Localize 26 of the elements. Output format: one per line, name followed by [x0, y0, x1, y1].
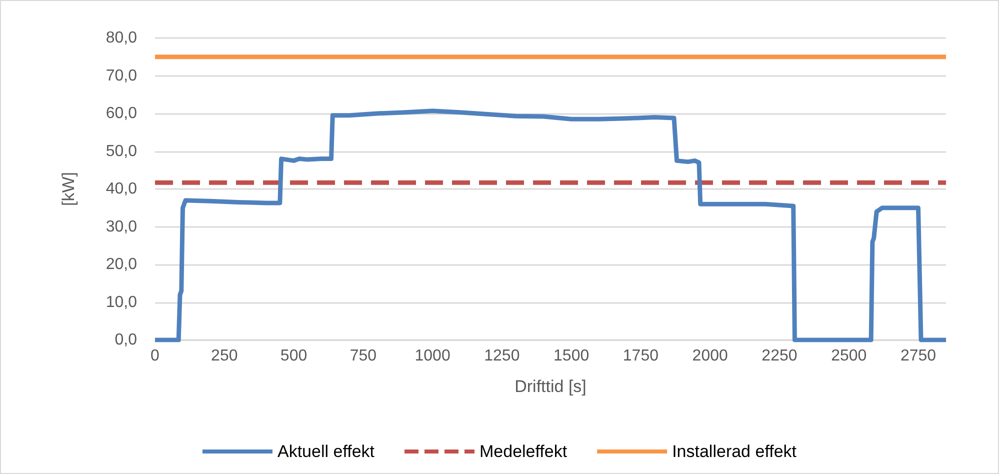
x-axis-title: Drifttid [s]: [514, 377, 586, 396]
x-tick-label: 0: [150, 348, 160, 364]
x-tick-label: 500: [280, 348, 308, 364]
legend-label: Medeleffekt: [480, 442, 568, 461]
x-tick-label: 750: [350, 348, 377, 364]
x-tick-label: 1750: [622, 348, 659, 364]
x-tick-label: 2250: [762, 348, 798, 364]
y-tick-label: 10,0: [106, 294, 138, 311]
y-tick-label: 60,0: [106, 105, 138, 122]
y-axis-title: [kW]: [59, 172, 78, 206]
y-tick-label: 30,0: [106, 218, 138, 236]
legend-label: Aktuell effekt: [277, 442, 375, 461]
y-tick-label: 70,0: [106, 67, 138, 84]
y-tick-label: 50,0: [106, 142, 138, 160]
x-tick-label: 2000: [692, 348, 728, 364]
x-tick-label: 1500: [554, 348, 590, 364]
x-tick-label: 1000: [414, 348, 450, 364]
x-tick-label: 2500: [831, 348, 867, 364]
x-tick-label: 1250: [484, 348, 520, 364]
x-tick-label: 250: [211, 348, 238, 364]
y-tick-label: 0,0: [114, 332, 138, 348]
y-tick-label: 80,0: [106, 30, 138, 46]
x-tick-label: 2750: [900, 348, 936, 364]
y-tick-label: 40,0: [106, 180, 138, 198]
legend-label: Installerad effekt: [672, 442, 797, 461]
y-tick-label: 20,0: [106, 256, 138, 273]
